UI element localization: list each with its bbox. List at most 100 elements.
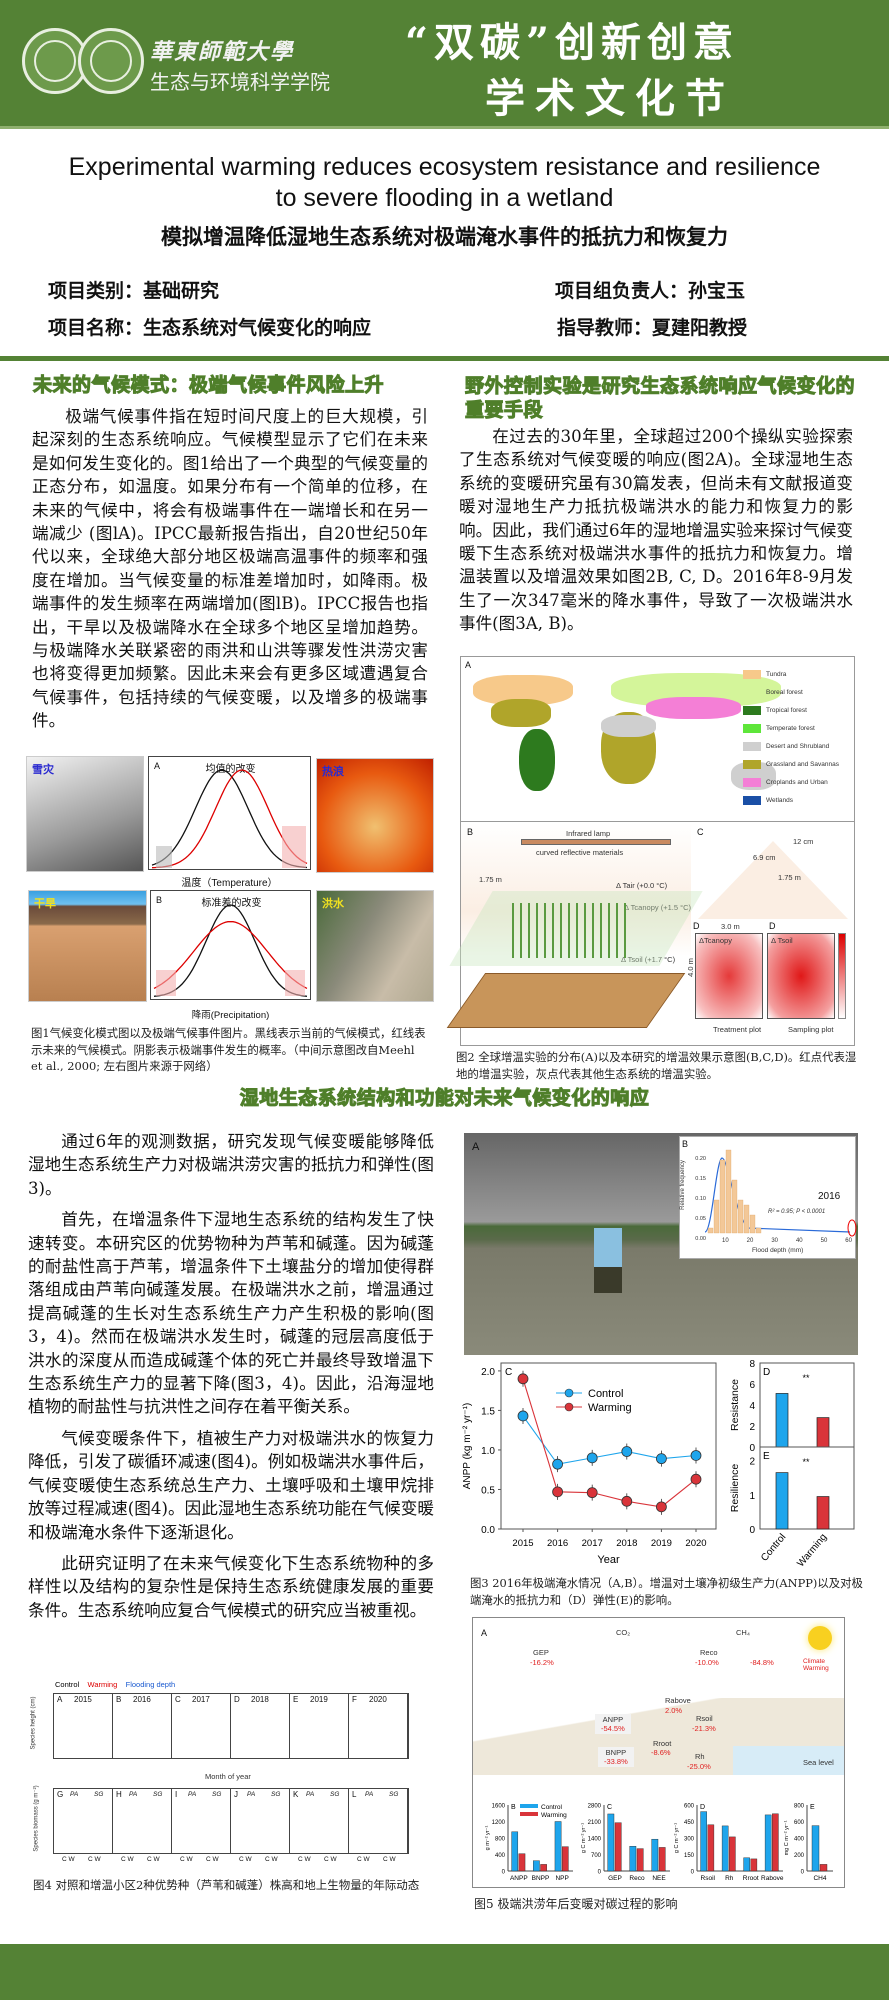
x-tick-label: 2015 <box>512 1538 533 1549</box>
x-tick-label: 2020 <box>685 1538 706 1549</box>
panel-label: C <box>175 1695 181 1704</box>
x-tick-label: 2016 <box>547 1538 568 1549</box>
figure2: A Tundra Boreal forest Tropical forest Temp… <box>446 656 855 1046</box>
legend-label: Wetlands <box>766 796 793 804</box>
legend-label: Control <box>588 1388 623 1400</box>
map-legend: Tundra Boreal forest Tropical forest Temper… <box>743 665 853 809</box>
plot-frame <box>500 1362 717 1530</box>
map-sahara <box>601 715 656 737</box>
figure4-caption: 图4 对照和增温小区2种优势种（芦苇和碱蓬）株高和地上生物量的年际动态 <box>33 1878 420 1892</box>
rsoil-label: Rsoil <box>696 1714 713 1723</box>
figure2-map-panel: A Tundra Boreal forest Tropical forest Temp… <box>461 657 854 822</box>
panel-label: H <box>116 1790 122 1799</box>
biomass-panel-2019: K PA SG C W C W <box>290 1789 349 1863</box>
y-tick-label: 6 <box>749 1380 755 1391</box>
section-divider <box>0 356 889 361</box>
data-point-control <box>656 1453 667 1465</box>
bar-labels: C W <box>147 1856 160 1863</box>
legend-control: Control <box>55 1680 80 1689</box>
panel-label: C <box>697 827 704 837</box>
rabove-change: 2.0% <box>665 1706 683 1715</box>
treatment-plot-legend: Treatment plot <box>713 1025 762 1034</box>
panel-label: L <box>352 1790 357 1799</box>
panel-label: A <box>154 761 161 771</box>
figure5-caption: 图5 极端洪涝年后变暖对碳过程的影响 <box>474 1897 678 1911</box>
panel-label: F <box>352 1695 357 1704</box>
legend-item: Wetlands <box>743 791 853 809</box>
header-divider <box>0 126 889 129</box>
title-chinese: 模拟增温降低湿地生态系统对极端淹水事件的抵抗力和恢复力 <box>161 225 728 249</box>
figure1-xlabel-precipitation: 降雨(Precipitation) <box>191 1010 270 1021</box>
year-label: 2018 <box>251 1695 269 1704</box>
height-panel-2016: B 2016 <box>113 1694 172 1758</box>
bnpp-box: BNPP -33.8% <box>598 1747 634 1767</box>
title-english: Experimental warming reduces ecosystem r… <box>0 152 889 214</box>
plot-height-label: 4.0 m <box>685 958 695 977</box>
legend-item: Temperate forest <box>743 719 853 737</box>
sea-level-label: Sea level <box>803 1758 834 1767</box>
figure4-biomass-panels: G PA SG C W C W H PA SG C W C W I PA SG C W C W J PA SG C … <box>53 1788 409 1863</box>
panel-label: A <box>465 660 472 670</box>
data-point-control <box>586 1452 598 1464</box>
bar-labels: C W <box>298 1856 311 1863</box>
fit-statistics: R² = 0.95; P < 0.0001 <box>768 1209 826 1215</box>
y-tick-label: 1.5 <box>481 1406 495 1417</box>
color-scale <box>838 933 846 1019</box>
x-tick-label: 2018 <box>616 1538 637 1549</box>
rsoil-change: -21.3% <box>692 1724 716 1733</box>
soil-heatmap: Δ Tsoil <box>767 933 835 1019</box>
tick-label: 0.10 <box>695 1196 706 1202</box>
species-pa: PA <box>129 1791 138 1798</box>
title-english-line1: Experimental warming reduces ecosystem r… <box>68 153 821 181</box>
section1-body: 极端气候事件指在短时间尺度上的巨大规模，引起深刻的生态系统响应。气候模型显示了它… <box>32 407 428 731</box>
figure3-histogram-panel: B Relative frequency Flood depth (mm) 20… <box>679 1136 856 1259</box>
panel-label: I <box>175 1790 178 1799</box>
legend-flooding-depth: Flooding depth <box>125 1680 176 1689</box>
species-pa: PA <box>70 1791 79 1798</box>
anpp-label: ANPP <box>602 1715 624 1724</box>
legend-swatch <box>743 759 761 769</box>
infrared-lamp-label: Infrared lamp <box>566 829 611 838</box>
height-label: 1.75 m <box>479 875 502 884</box>
figure2-caption: 图2 全球增温实验的分布(A)以及本研究的增温效果示意图(B,C,D)。红点代表… <box>456 1050 857 1081</box>
legend-swatch <box>743 687 761 697</box>
panel-label: D <box>763 1367 770 1378</box>
species-sg: SG <box>271 1791 281 1798</box>
figure2-panel-c-d: C 12 cm 6.9 cm 1.75 m D D 3.0 m ΔTcanopy… <box>686 823 854 1045</box>
tick-label: 0.05 <box>695 1216 706 1222</box>
figure3-caption: 图3 2016年极端淹水情况（A,B）。增温对土壤净初级生产力(ANPP)以及对… <box>470 1576 863 1607</box>
lamp-height-label: 12 cm <box>793 837 814 846</box>
figure1-xlabel-temperature: 温度（Temperature） <box>181 878 278 889</box>
snow-disaster-photo: 雪灾 <box>26 756 144 872</box>
festival-title-line2: 学术文化节 <box>485 75 735 122</box>
bar-labels: C W <box>88 1856 101 1863</box>
bar-labels: C W <box>324 1856 337 1863</box>
year-label: 2019 <box>310 1695 328 1704</box>
legend-label: Boreal forest <box>766 688 803 696</box>
section3-paragraph: 通过6年的观测数据，研究发现气候变暖能够降低湿地生态系统生产力对极端洪涝灾害的抵… <box>28 1132 434 1198</box>
panel-label: A <box>481 1628 488 1638</box>
species-sg: SG <box>330 1791 340 1798</box>
person-in-flood <box>594 1228 622 1293</box>
legend-item: Desert and Shrubland <box>743 737 853 755</box>
bnpp-change: -33.8% <box>604 1757 628 1766</box>
species-pa: PA <box>188 1791 197 1798</box>
panel-label: A <box>472 1141 480 1153</box>
panel-label: B <box>682 1139 689 1149</box>
bar-labels: C W <box>206 1856 219 1863</box>
x-tick-label: 2017 <box>582 1538 603 1549</box>
legend-swatch <box>743 777 761 787</box>
heatwave-photo: 热浪 <box>316 758 434 873</box>
tcanopy-label: Δ Tcanopy (+1.5 °C) <box>624 903 691 912</box>
data-point-warming <box>517 1373 529 1385</box>
tick-label: 10 <box>722 1238 729 1244</box>
map-asia-crops <box>646 697 741 719</box>
legend-label: Tundra <box>766 670 787 678</box>
legend-item: Grassland and Savannas <box>743 755 853 773</box>
y-axis-label: Resistance <box>729 1379 741 1431</box>
tair-label: Δ Tair (+0.0 °C) <box>616 881 668 890</box>
panel-label: B <box>467 827 474 837</box>
sun-icon <box>808 1626 832 1650</box>
co2-label: CO₂ <box>616 1628 631 1637</box>
legend-swatch <box>743 705 761 715</box>
